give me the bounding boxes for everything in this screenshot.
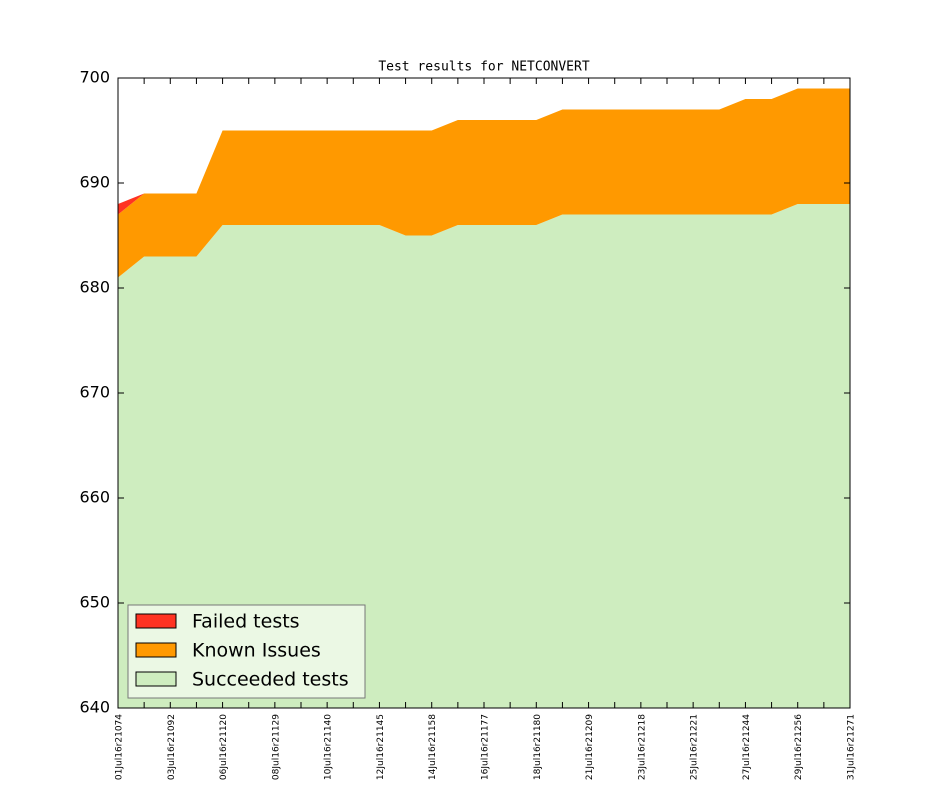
x-tick-label: 03Jul16r21092 bbox=[167, 714, 177, 780]
area bbox=[118, 88, 850, 278]
y-tick-label: 660 bbox=[79, 488, 110, 507]
x-tick-label: 12Jul16r21145 bbox=[376, 714, 386, 780]
legend-swatch bbox=[135, 613, 177, 629]
x-tick-label: 08Jul16r21129 bbox=[271, 714, 281, 780]
legend-label: Known Issues bbox=[192, 640, 321, 662]
legend-label: Succeeded tests bbox=[192, 669, 349, 691]
x-tick-label: 18Jul16r21180 bbox=[533, 714, 543, 780]
x-tick-label: 27Jul16r21244 bbox=[742, 714, 752, 780]
legend-label: Failed tests bbox=[192, 611, 300, 633]
y-tick-label: 640 bbox=[79, 698, 110, 717]
y-tick-label: 700 bbox=[79, 68, 110, 87]
x-tick-label: 29Jul16r21256 bbox=[794, 714, 804, 780]
x-tick-label: 01Jul16r21074 bbox=[115, 714, 125, 780]
x-tick-label: 31Jul16r21271 bbox=[847, 714, 857, 780]
x-tick-label: 16Jul16r21177 bbox=[481, 714, 491, 780]
area bbox=[118, 204, 850, 708]
x-tick-label: 21Jul16r21209 bbox=[585, 714, 595, 780]
x-tick-label: 10Jul16r21140 bbox=[324, 714, 334, 780]
y-tick-label: 670 bbox=[79, 383, 110, 402]
x-tick-label: 25Jul16r21221 bbox=[690, 714, 700, 780]
y-tick-label: 680 bbox=[79, 278, 110, 297]
x-tick-label: 23Jul16r21218 bbox=[637, 714, 647, 780]
y-tick-label: 690 bbox=[79, 173, 110, 192]
legend-swatch bbox=[135, 642, 177, 658]
legend-swatch bbox=[135, 671, 177, 687]
y-tick-label: 650 bbox=[79, 593, 110, 612]
x-tick-label: 06Jul16r21120 bbox=[219, 714, 229, 780]
chart-title: Test results for NETCONVERT bbox=[378, 60, 589, 75]
x-tick-label: 14Jul16r21158 bbox=[428, 714, 438, 780]
